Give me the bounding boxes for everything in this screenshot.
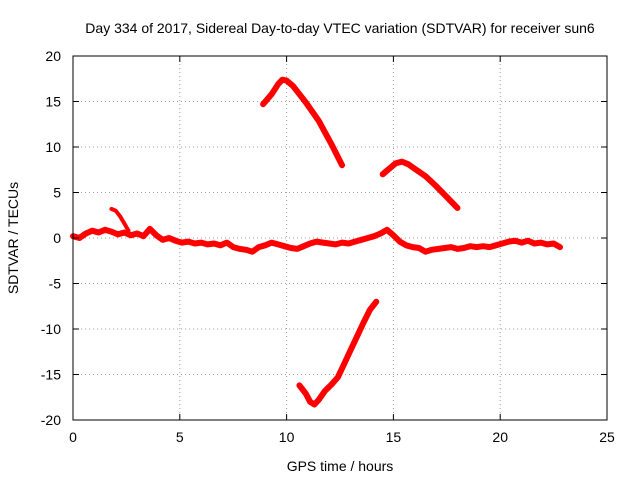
- y-tick-label: -15: [41, 367, 61, 383]
- axis-ticks: 0 5 10 15 20 25 -20 -15 -10 -5 0 5 10 15 20: [41, 48, 615, 445]
- x-tick-label: 15: [386, 429, 402, 445]
- x-tick-label: 25: [599, 429, 615, 445]
- y-tick-label: 5: [53, 185, 61, 201]
- y-tick-label: 20: [45, 48, 61, 64]
- x-tick-label: 0: [69, 429, 77, 445]
- series-baseline-noise: [70, 225, 563, 255]
- x-tick-label: 5: [176, 429, 184, 445]
- grid-lines: [73, 56, 607, 420]
- y-tick-label: 10: [45, 139, 61, 155]
- y-tick-label: -10: [41, 321, 61, 337]
- y-tick-label: -5: [49, 276, 62, 292]
- y-tick-label: 15: [45, 94, 61, 110]
- y-tick-label: 0: [53, 230, 61, 246]
- series-spike-2h: [109, 206, 131, 233]
- data-series: [70, 76, 563, 408]
- chart-title: Day 334 of 2017, Sidereal Day-to-day VTE…: [85, 20, 595, 36]
- y-axis-label: SDTVAR / TECUs: [5, 182, 21, 294]
- series-positive-arc-15h: [379, 158, 461, 211]
- x-axis-label: GPS time / hours: [287, 458, 394, 474]
- series-positive-arc-10h: [260, 76, 346, 169]
- series-negative-arc-11h: [296, 298, 380, 408]
- y-tick-label: -20: [41, 412, 61, 428]
- x-tick-label: 10: [279, 429, 295, 445]
- x-tick-label: 20: [492, 429, 508, 445]
